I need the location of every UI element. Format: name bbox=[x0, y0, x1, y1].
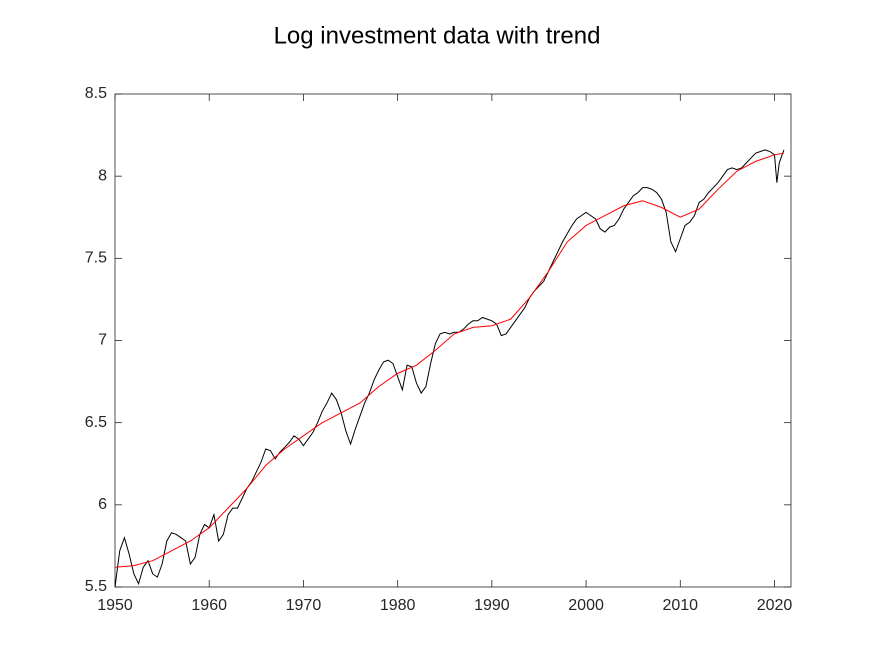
y-tick-label: 8 bbox=[98, 167, 107, 184]
x-tick-label: 1970 bbox=[286, 597, 322, 614]
y-tick-label: 7 bbox=[98, 332, 107, 349]
y-tick-label: 5.5 bbox=[85, 578, 107, 595]
x-tick-label: 2020 bbox=[757, 597, 793, 614]
y-tick-label: 6.5 bbox=[85, 414, 107, 431]
y-tick-label: 8.5 bbox=[85, 85, 107, 102]
x-tick-label: 2010 bbox=[662, 597, 698, 614]
x-tick-label: 2000 bbox=[568, 597, 604, 614]
plot-area bbox=[114, 93, 792, 588]
data-line bbox=[114, 149, 785, 588]
y-tick-label: 6 bbox=[98, 496, 107, 513]
chart-title: Log investment data with trend bbox=[274, 22, 601, 49]
x-tick-label: 1980 bbox=[380, 597, 416, 614]
x-tick-label: 1990 bbox=[474, 597, 510, 614]
x-tick-label: 1950 bbox=[97, 597, 133, 614]
x-tick-label: 1960 bbox=[191, 597, 227, 614]
y-tick-label: 7.5 bbox=[85, 250, 107, 267]
data-line bbox=[114, 152, 785, 568]
